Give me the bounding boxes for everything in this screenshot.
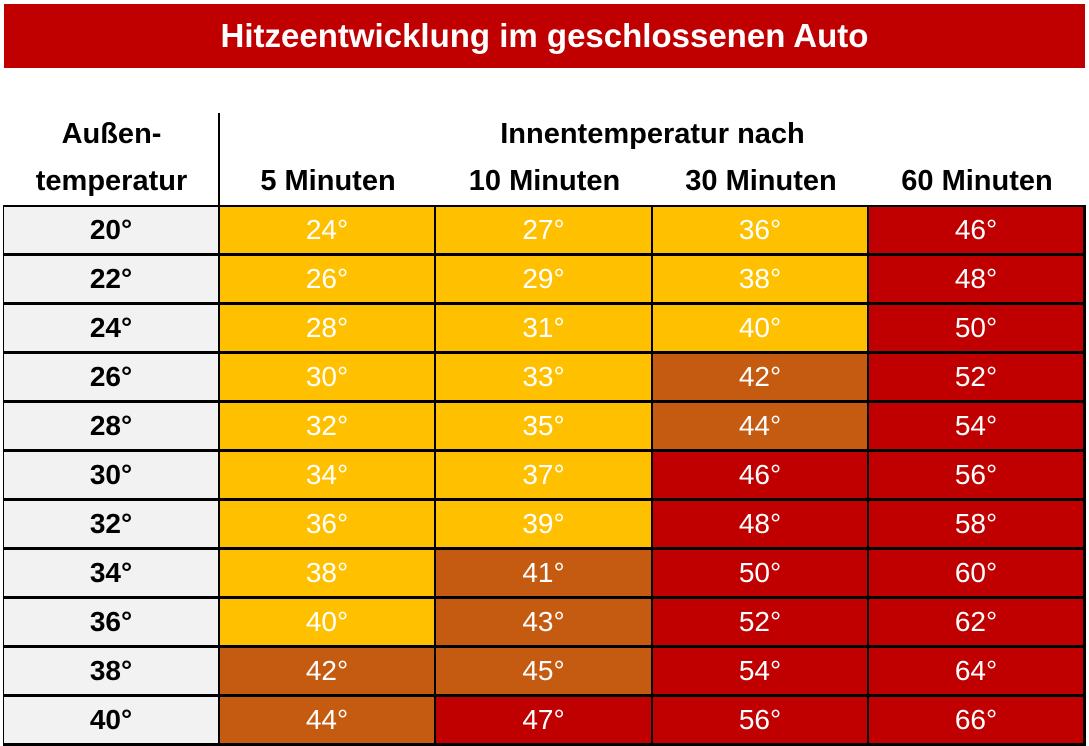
column-header: 10 Minuten (468, 164, 621, 197)
cell: 42° (653, 354, 867, 400)
row-header: 28° (4, 403, 218, 449)
cell: 56° (653, 697, 867, 743)
cell: 56° (869, 452, 1083, 498)
cell: 38° (653, 256, 867, 302)
cell: 62° (869, 599, 1083, 645)
cell: 64° (869, 648, 1083, 694)
cell: 54° (653, 648, 867, 694)
cell: 60° (869, 550, 1083, 596)
row-header: 26° (4, 354, 218, 400)
row-header: 24° (4, 305, 218, 351)
row-header: 32° (4, 501, 218, 547)
title: Hitzeentwicklung im geschlossenen Auto (4, 4, 1085, 68)
cell: 34° (220, 452, 434, 498)
cell: 48° (869, 256, 1083, 302)
cell: 66° (869, 697, 1083, 743)
group-header: Innentemperatur nach (500, 117, 805, 150)
cell: 50° (653, 550, 867, 596)
cell: 45° (436, 648, 651, 694)
column-header: 30 Minuten (685, 164, 837, 197)
cell: 31° (436, 305, 651, 351)
column-header: 60 Minuten (901, 164, 1053, 197)
row-header: 30° (4, 452, 218, 498)
row-header-line: Außen- (61, 117, 162, 150)
cell: 46° (653, 452, 867, 498)
row-header: 40° (4, 697, 218, 743)
cell: 40° (653, 305, 867, 351)
cell: 24° (220, 207, 434, 253)
row-header: 22° (4, 256, 218, 302)
cell: 52° (869, 354, 1083, 400)
cell: 29° (436, 256, 651, 302)
cell: 47° (436, 697, 651, 743)
cell: 41° (436, 550, 651, 596)
cell: 54° (869, 403, 1083, 449)
cell: 58° (869, 501, 1083, 547)
cell: 37° (436, 452, 651, 498)
cell: 40° (220, 599, 434, 645)
row-header-line: temperatur (35, 164, 188, 197)
cell: 27° (436, 207, 651, 253)
column-header: 5 Minuten (260, 164, 396, 197)
row-header: 20° (4, 207, 218, 253)
cell: 46° (869, 207, 1083, 253)
cell: 33° (436, 354, 651, 400)
cell: 30° (220, 354, 434, 400)
cell: 28° (220, 305, 434, 351)
cell: 38° (220, 550, 434, 596)
row-header: 36° (4, 599, 218, 645)
cell: 26° (220, 256, 434, 302)
cell: 52° (653, 599, 867, 645)
cell: 39° (436, 501, 651, 547)
cell: 43° (436, 599, 651, 645)
cell: 36° (653, 207, 867, 253)
cell: 35° (436, 403, 651, 449)
cell: 44° (220, 697, 434, 743)
cell: 50° (869, 305, 1083, 351)
cell: 48° (653, 501, 867, 547)
row-header: 38° (4, 648, 218, 694)
cell: 32° (220, 403, 434, 449)
row-header: 34° (4, 550, 218, 596)
cell: 44° (653, 403, 867, 449)
cell: 36° (220, 501, 434, 547)
cell: 42° (220, 648, 434, 694)
divider (218, 113, 220, 208)
